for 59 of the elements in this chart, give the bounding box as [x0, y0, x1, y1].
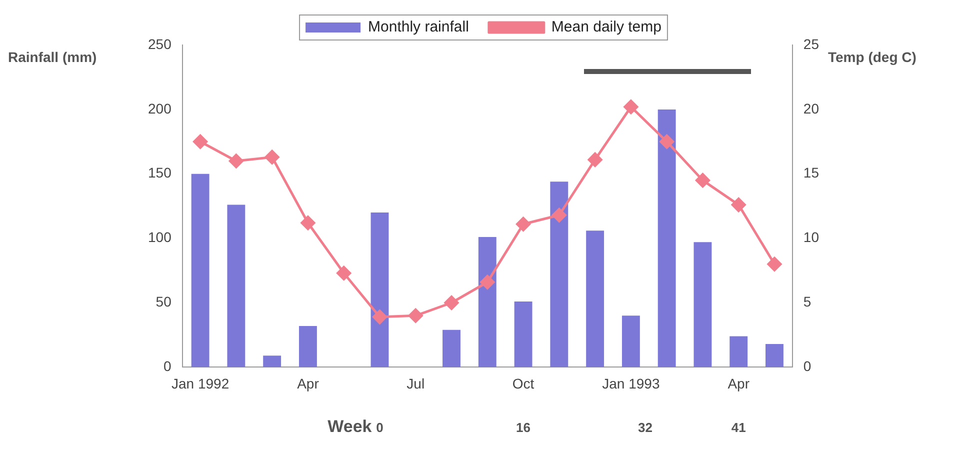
- point: [480, 274, 495, 290]
- text: 32: [638, 420, 653, 435]
- point: [624, 100, 638, 114]
- y-tick-label: 250: [148, 36, 172, 52]
- point: [336, 266, 352, 280]
- point: [300, 216, 316, 230]
- point: [516, 216, 531, 232]
- bar: [622, 316, 640, 368]
- x-tick-label: Oct: [512, 375, 534, 392]
- bar: [370, 212, 389, 368]
- y2-tick-label: 0: [803, 358, 812, 374]
- x-tick-label: Jan 1993: [602, 375, 660, 392]
- legend-label: Monthly rainfall: [368, 18, 469, 36]
- x-tick-label: Jan 1992: [171, 375, 230, 392]
- point: [444, 296, 459, 310]
- bar: [478, 237, 496, 368]
- point: [372, 310, 387, 324]
- bar: [514, 301, 532, 368]
- text: 0: [376, 420, 384, 435]
- y-tick-label: 100: [148, 229, 172, 246]
- y2-tick-label: 20: [803, 100, 820, 116]
- point: [588, 152, 602, 167]
- y2-tick-label: 25: [803, 36, 820, 52]
- text: Week: [328, 417, 372, 437]
- y-tick-label: 50: [156, 294, 172, 310]
- bar: [298, 326, 317, 368]
- bar: [766, 344, 784, 368]
- bar: [550, 182, 568, 368]
- point: [660, 134, 674, 149]
- bar: [442, 330, 460, 368]
- point: [228, 154, 244, 168]
- point: [552, 208, 566, 222]
- bar: [658, 109, 676, 368]
- y-axis-title: Rainfall (mm): [8, 49, 97, 65]
- y2-tick-label: 5: [803, 294, 812, 310]
- x-tick-label: Apr: [297, 375, 320, 392]
- point: [695, 173, 710, 188]
- text: 16: [516, 420, 530, 435]
- y2-tick-label: 10: [803, 229, 820, 246]
- point: [408, 308, 423, 323]
- bar: [586, 230, 604, 368]
- y2-axis-title: Temp (deg C): [828, 49, 916, 65]
- x-tick-label: Apr: [728, 375, 750, 392]
- point: [193, 134, 208, 149]
- y-tick-label: 150: [148, 164, 172, 181]
- bar: [227, 204, 246, 368]
- y-tick-label: 0: [164, 358, 172, 374]
- x-tick-label: Jul: [406, 375, 425, 392]
- y-tick-label: 200: [148, 100, 172, 116]
- bar: [191, 174, 210, 368]
- y2-tick-label: 15: [803, 164, 820, 181]
- point: [264, 150, 280, 164]
- bar: [263, 356, 282, 368]
- point: [767, 256, 782, 272]
- legend-label: Mean daily temp: [551, 18, 662, 36]
- text: 41: [731, 420, 746, 435]
- point: [731, 198, 746, 212]
- bar: [694, 242, 712, 368]
- bar: [730, 336, 748, 368]
